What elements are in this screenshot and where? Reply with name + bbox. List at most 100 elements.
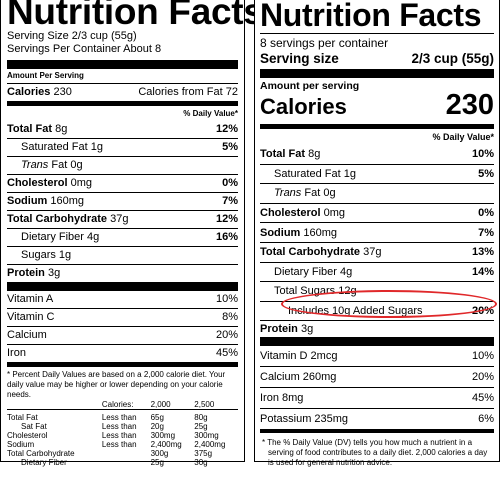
right-row-dietary-fiber: Dietary Fiber 4g 14% (260, 261, 494, 282)
left-vitamin-row: Calcium 20% (7, 326, 238, 344)
left-nutrient-label: Sodium (7, 194, 48, 207)
left-nutrient-dv: 12% (215, 212, 238, 225)
left-vitamin-row: Iron 45% (7, 344, 238, 362)
right-vitamin-label: Vitamin D 2mcg (260, 350, 338, 363)
right-divider-thick (260, 69, 494, 78)
left-vitamin-dv: 20% (215, 328, 238, 341)
right-serving-size-value: 2/3 cup (55g) (411, 51, 494, 66)
left-nutrient-label: Trans (21, 158, 49, 171)
left-nutrient-label: Total Fat (7, 122, 53, 135)
right-nutrient-amount: 160mg (303, 226, 338, 239)
right-amount-per-serving: Amount per serving (260, 80, 360, 92)
left-servings-per-container: Servings Per Container About 8 (7, 43, 162, 55)
dv-table-cell (7, 400, 102, 410)
dv-table-cell: Less than (101, 431, 137, 440)
right-nutrient-amount: 37g (363, 246, 382, 259)
right-nutrient-amount: 3g (300, 323, 314, 336)
left-calories-from-fat: Calories from Fat 72 (138, 85, 238, 98)
left-calories-value: 230 (53, 85, 72, 98)
right-nutrient-amount: 0mg (323, 207, 345, 220)
dv-table-cell: 30g (194, 458, 208, 467)
right-calories-value: 230 (445, 89, 494, 121)
left-calories-label: Calories (7, 85, 51, 98)
right-row-sodium: Sodium 160mg 7% (260, 222, 494, 242)
left-vitamin-dv: 8% (222, 310, 238, 323)
left-nutrient-amount: 4g (87, 230, 100, 243)
left-vitamin-row: Vitamin A 10% (7, 291, 238, 308)
left-nutrient-amount: 1g (90, 140, 103, 153)
original-nutrition-label: Nutrition Facts Serving Size 2/3 cup (55… (0, 0, 264, 467)
right-nutrient-label: Sodium (260, 226, 301, 239)
dv-table-header: Calories: 2,000 2,500 (7, 400, 238, 410)
added-sugars-highlight-circle (281, 290, 497, 318)
left-nutrient-amount: 3g (47, 266, 61, 279)
new-nutrition-label: Nutrition Facts 8 servings per container… (254, 0, 500, 467)
right-nutrient-amount: 1g (343, 167, 356, 180)
dv-table-row: Cholesterol Less than 300mg 300mg (7, 431, 238, 440)
right-vitamin-row: Iron 8mg 45% (260, 387, 494, 408)
dv-table-row: Sodium Less than 2,400mg 2,400mg (7, 440, 238, 449)
left-nutrient-label: Protein (7, 266, 45, 279)
left-row-protein: Protein 3g (7, 264, 238, 282)
left-nutrient-dv: 7% (222, 194, 238, 207)
dv-table-cell: Sat Fat (21, 422, 47, 431)
right-calories-label: Calories (260, 94, 347, 119)
left-row-dietary-fiber: Dietary Fiber 4g 16% (7, 228, 238, 246)
left-nutrient-amount: 0mg (70, 176, 92, 189)
dv-table-cell: 2,000 (150, 400, 195, 410)
right-nutrient-label: Saturated Fat (274, 167, 341, 180)
dv-table-cell: 25g (194, 422, 208, 431)
right-vitamin-label: Potassium 235mg (260, 413, 349, 426)
left-vitamin-rows: Vitamin A 10% Vitamin C 8% Calcium 20% Iron 45% (7, 291, 238, 362)
left-vitamin-label: Vitamin A (7, 292, 54, 305)
left-nutrient-label: Total Carbohydrate (7, 212, 108, 225)
dv-table-cell: 375g (194, 449, 213, 458)
right-nutrient-label: Trans (274, 187, 302, 200)
right-vitamin-dv: 45% (471, 392, 494, 405)
dv-table-cell: 20g (150, 422, 164, 431)
left-divider-thick-2 (7, 282, 238, 291)
left-nutrient-label: Saturated Fat (21, 140, 88, 153)
right-row-saturated-fat: Saturated Fat 1g 5% (260, 163, 494, 184)
right-divider-medium (260, 124, 494, 129)
right-vitamin-row: Vitamin D 2mcg 10% (260, 346, 494, 366)
left-nutrient-dv: 0% (222, 176, 238, 189)
dv-table-cell: Cholesterol (7, 431, 48, 440)
left-nutrient-label: Dietary Fiber (21, 230, 84, 243)
right-nutrient-amount: Fat 0g (304, 187, 336, 200)
dv-table-cell (102, 449, 151, 458)
right-nutrient-dv: 5% (478, 167, 494, 180)
right-divider-medium-2 (260, 429, 494, 434)
left-row-total-carbohydrate: Total Carbohydrate 37g 12% (7, 210, 238, 228)
dv-table-cell: Less than (101, 440, 137, 449)
left-divider-thick (7, 60, 238, 69)
right-vitamin-rows: Vitamin D 2mcg 10% Calcium 260mg 20% Iron 8m… (260, 346, 494, 429)
left-vitamin-row: Vitamin C 8% (7, 308, 238, 326)
left-nutrient-amount: Fat 0g (51, 158, 83, 171)
left-daily-value-table: Calories: 2,000 2,500 Total Fat Less than 65g… (7, 400, 238, 467)
dv-table-cell: 2,500 (194, 400, 238, 410)
dv-table-row: Total Fat Less than 65g 80g (7, 410, 238, 423)
right-nutrient-label: Total Carbohydrate (260, 246, 361, 259)
right-vitamin-label: Calcium 260mg (260, 371, 337, 384)
right-nutrient-dv: 7% (478, 226, 494, 239)
right-row-trans: Trans Fat 0g (260, 183, 494, 203)
dv-table-cell: Total Carbohydrate (7, 449, 75, 458)
right-title-rule (260, 33, 494, 34)
right-nutrient-amount: 8g (308, 148, 321, 161)
left-nutrient-label: Cholesterol (7, 176, 68, 189)
dv-table-row: Dietary Fiber 25g 30g (7, 458, 238, 467)
left-nutrient-amount: 37g (110, 212, 129, 225)
right-dv-header: % Daily Value* (432, 132, 494, 142)
right-row-total-fat: Total Fat 8g 10% (260, 145, 494, 164)
right-nutrient-label: Total Fat (260, 148, 306, 161)
right-vitamin-label: Iron 8mg (260, 392, 304, 405)
right-row-protein: Protein 3g (260, 320, 494, 337)
right-row-total-carbohydrate: Total Carbohydrate 37g 13% (260, 241, 494, 262)
dv-table-cell: Sodium (7, 440, 35, 449)
left-row-saturated-fat: Saturated Fat 1g 5% (7, 138, 238, 156)
right-nutrient-label: Cholesterol (260, 207, 321, 220)
left-footnote: * Percent Daily Values are based on a 2,… (7, 370, 226, 399)
dv-table-cell: Less than (101, 413, 137, 422)
left-calories-row: Calories 230 Calories from Fat 72 (7, 83, 238, 101)
